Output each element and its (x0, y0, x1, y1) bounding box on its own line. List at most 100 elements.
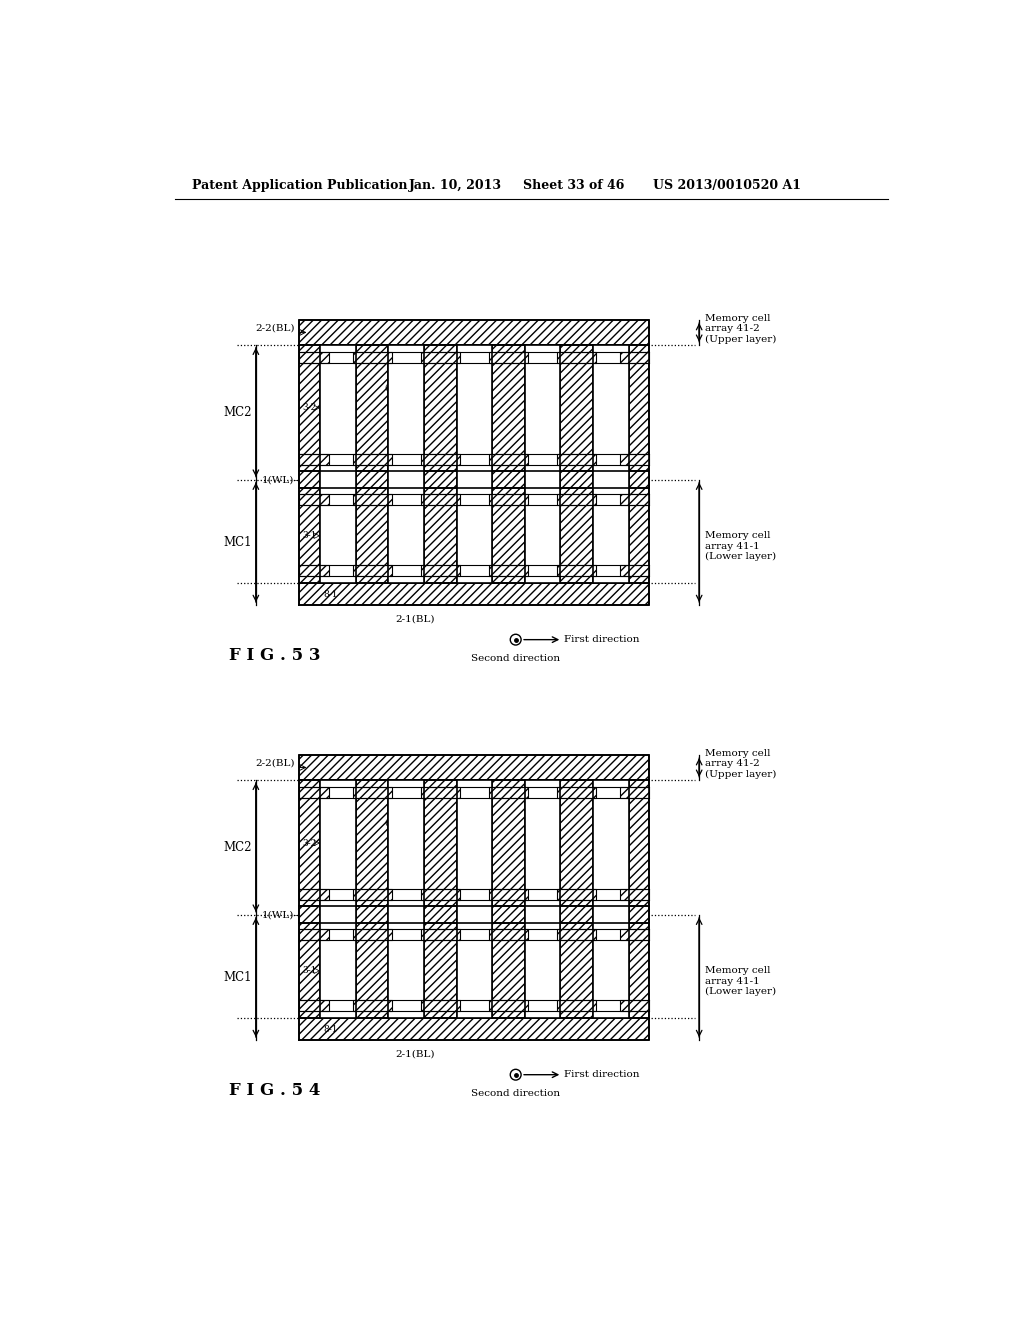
Bar (421, 1001, 460, 1011)
Bar (299, 494, 329, 506)
Text: MC2: MC2 (223, 841, 252, 854)
Bar (524, 345, 560, 583)
Text: 2-1(BL): 2-1(BL) (395, 614, 434, 623)
Bar (593, 345, 629, 583)
Text: MC1: MC1 (223, 972, 252, 983)
Bar (299, 345, 649, 583)
Text: Sheet 33 of 46: Sheet 33 of 46 (523, 178, 625, 191)
Text: 7-1: 7-1 (387, 997, 401, 1006)
Text: 7-2: 7-2 (331, 830, 345, 840)
Bar (421, 929, 460, 940)
Text: 3-1: 3-1 (303, 966, 317, 975)
Text: 6-1: 6-1 (387, 495, 401, 504)
Text: 4-1: 4-1 (333, 552, 347, 561)
Bar (321, 907, 356, 923)
Text: First direction: First direction (564, 1071, 639, 1080)
Bar (621, 565, 649, 576)
Bar (524, 345, 560, 583)
Bar (352, 565, 391, 576)
Text: 1(WL): 1(WL) (262, 475, 295, 484)
Bar (299, 907, 649, 923)
Text: 4-2: 4-2 (333, 876, 347, 886)
Bar (299, 352, 329, 363)
Bar (299, 1019, 649, 1040)
Bar (557, 890, 596, 900)
Bar (557, 352, 596, 363)
Bar (621, 929, 649, 940)
Bar (621, 1001, 649, 1011)
Bar (524, 471, 560, 488)
Bar (489, 1001, 528, 1011)
Bar (621, 352, 649, 363)
Bar (593, 780, 629, 1019)
Text: 5: 5 (311, 495, 317, 504)
Text: 9-2: 9-2 (387, 350, 401, 359)
Bar (352, 1001, 391, 1011)
Bar (388, 345, 424, 583)
Text: 2-2(BL): 2-2(BL) (255, 323, 295, 333)
Text: 8-2: 8-2 (387, 455, 401, 465)
Bar (489, 565, 528, 576)
Bar (457, 780, 493, 1019)
Bar (352, 494, 391, 506)
Bar (352, 890, 391, 900)
Text: 8-1: 8-1 (324, 590, 338, 599)
Bar (352, 788, 391, 799)
Text: Memory cell
array 41-1
(Lower layer): Memory cell array 41-1 (Lower layer) (706, 966, 776, 997)
Text: 1(WL): 1(WL) (262, 911, 295, 919)
Text: First direction: First direction (564, 635, 639, 644)
Text: 6-1: 6-1 (387, 931, 401, 940)
Bar (421, 788, 460, 799)
Bar (299, 890, 329, 900)
Bar (489, 929, 528, 940)
Bar (524, 907, 560, 923)
Bar (489, 788, 528, 799)
Bar (457, 345, 493, 583)
Bar (299, 565, 329, 576)
Bar (489, 494, 528, 506)
Bar (524, 780, 560, 1019)
Bar (621, 890, 649, 900)
Text: 8-2: 8-2 (387, 890, 401, 899)
Bar (421, 890, 460, 900)
Text: 6-2: 6-2 (385, 384, 399, 393)
Bar (557, 494, 596, 506)
Bar (421, 454, 460, 465)
Text: 4-1: 4-1 (333, 987, 347, 997)
Text: 4-2: 4-2 (333, 441, 347, 450)
Bar (457, 780, 493, 1019)
Bar (321, 780, 356, 1019)
Bar (557, 929, 596, 940)
Bar (352, 352, 391, 363)
Bar (557, 565, 596, 576)
Text: F I G . 5 3: F I G . 5 3 (228, 647, 321, 664)
Text: 7-2: 7-2 (331, 396, 345, 405)
Bar (299, 471, 649, 488)
Bar (388, 907, 424, 923)
Bar (593, 471, 629, 488)
Text: 6-2: 6-2 (385, 820, 399, 828)
Bar (388, 345, 424, 583)
Bar (352, 929, 391, 940)
Bar (299, 780, 649, 1019)
Bar (593, 780, 629, 1019)
Bar (457, 471, 493, 488)
Text: 5: 5 (311, 455, 317, 465)
Text: F I G . 5 4: F I G . 5 4 (228, 1081, 321, 1098)
Bar (321, 345, 356, 583)
Text: Memory cell
array 41-2
(Upper layer): Memory cell array 41-2 (Upper layer) (706, 748, 777, 779)
Bar (299, 755, 649, 780)
Bar (321, 345, 356, 583)
Bar (489, 352, 528, 363)
Bar (388, 780, 424, 1019)
Bar (621, 788, 649, 799)
Text: Second direction: Second direction (471, 1089, 560, 1097)
Text: 3-2: 3-2 (303, 404, 317, 412)
Text: Memory cell
array 41-2
(Upper layer): Memory cell array 41-2 (Upper layer) (706, 314, 777, 343)
Text: 7-1: 7-1 (387, 562, 401, 572)
Bar (457, 345, 493, 583)
Bar (421, 352, 460, 363)
Bar (557, 788, 596, 799)
Text: US 2013/0010520 A1: US 2013/0010520 A1 (653, 178, 802, 191)
Text: 2-1(BL): 2-1(BL) (395, 1049, 434, 1059)
